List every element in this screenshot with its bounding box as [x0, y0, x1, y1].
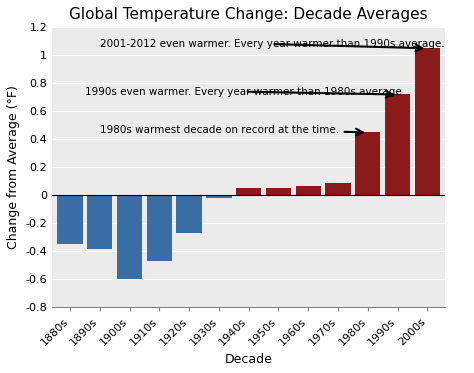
Bar [325, 183, 351, 195]
Bar [355, 132, 381, 195]
Text: 1980s warmest decade on record at the time.: 1980s warmest decade on record at the ti… [100, 125, 363, 135]
Bar [87, 195, 112, 248]
X-axis label: Decade: Decade [225, 353, 273, 366]
Bar [117, 195, 142, 279]
Text: 1990s even warmer. Every year warmer than 1980s average.: 1990s even warmer. Every year warmer tha… [85, 87, 405, 98]
Bar [206, 195, 232, 198]
Bar [57, 195, 82, 244]
Bar [296, 185, 321, 195]
Bar [236, 188, 261, 195]
Bar [266, 188, 291, 195]
Title: Global Temperature Change: Decade Averages: Global Temperature Change: Decade Averag… [69, 7, 428, 22]
Bar [176, 195, 202, 233]
Text: 2001-2012 even warmer. Every year warmer than 1990s average.: 2001-2012 even warmer. Every year warmer… [100, 39, 445, 51]
Bar [415, 48, 440, 195]
Bar [146, 195, 172, 261]
Y-axis label: Change from Average (°F): Change from Average (°F) [7, 85, 20, 249]
Bar [385, 94, 410, 195]
